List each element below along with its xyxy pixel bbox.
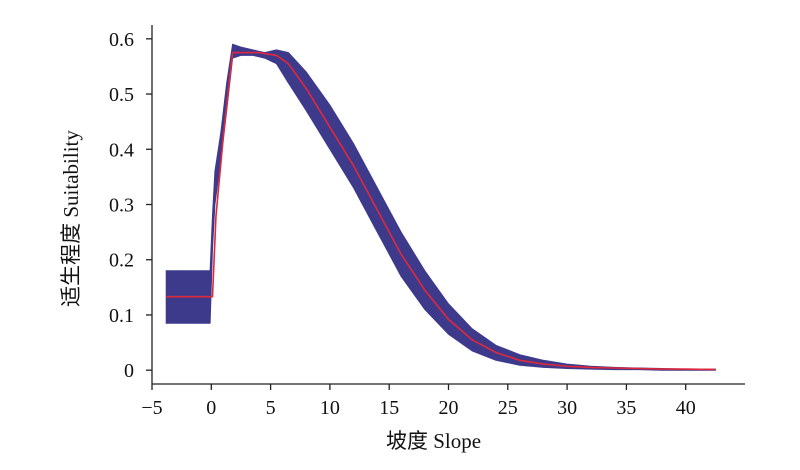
x-tick-label: 10	[320, 397, 340, 419]
x-axis-title: 坡度 Slope	[386, 429, 481, 453]
x-tick-label: 30	[557, 397, 577, 419]
y-tick-label: 0.2	[109, 250, 134, 272]
x-tick-label: 0	[206, 397, 216, 419]
y-tick-label: 0.1	[109, 305, 134, 327]
x-tick-label: 35	[616, 397, 636, 419]
y-axis-title: 适生程度 Suitability	[59, 130, 83, 307]
confidence-band	[165, 43, 716, 371]
x-tick-label: −5	[141, 397, 162, 419]
y-tick-label: 0.5	[109, 84, 134, 106]
x-tick-label: 25	[498, 397, 518, 419]
y-tick-label: 0.3	[109, 195, 134, 217]
mean-line	[166, 51, 716, 371]
x-tick-label: 15	[379, 397, 399, 419]
y-tick-label: 0.6	[109, 29, 134, 51]
x-tick-label: 40	[676, 397, 696, 419]
y-tick-label: 0.4	[109, 139, 134, 161]
x-tick-label: 5	[266, 397, 276, 419]
y-tick-label: 0	[124, 360, 134, 382]
plot-area	[165, 43, 716, 371]
x-tick-label: 20	[439, 397, 459, 419]
axes: −5 0 5 10 15 20 25 30 35 40 0 0.1 0.2 0.3 0.4 0.5 0.6	[109, 25, 745, 419]
